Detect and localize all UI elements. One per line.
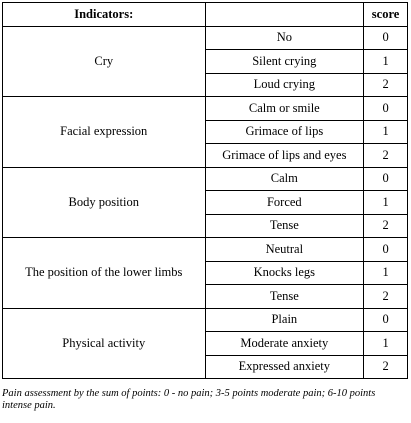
score-cell: 0 (363, 96, 408, 121)
score-cell: 1 (363, 331, 408, 356)
score-cell: 0 (363, 25, 408, 50)
description-cell: Tense (204, 213, 365, 238)
description-cell: Neutral (204, 237, 365, 262)
table-row: Cry No 0 (2, 25, 408, 97)
score-cell: 0 (363, 166, 408, 191)
description-cell: Expressed anxiety (204, 354, 365, 379)
indicator-cell: The position of the lower limbs (2, 237, 206, 309)
score-cell: 1 (363, 119, 408, 144)
table-row: Grimace of lips 1 (3, 119, 408, 144)
indicator-cell: Cry (2, 25, 206, 97)
table-row: Physical activity Plain 0 (2, 307, 408, 379)
description-cell: Tense (204, 284, 365, 309)
table-row: The position of the lower limbs Neutral … (2, 237, 408, 309)
score-cell: 1 (363, 190, 408, 215)
table-row: Loud crying 2 (3, 72, 408, 97)
header-description (204, 2, 365, 27)
description-cell: Plain (204, 307, 365, 332)
score-cell: 2 (363, 354, 408, 379)
table-row: Facial expression Calm or smile 0 (2, 96, 408, 168)
header-indicators: Indicators: (2, 2, 206, 27)
description-cell: Knocks legs (204, 260, 365, 285)
description-cell: Calm (204, 166, 365, 191)
table-row: Knocks legs 1 (3, 260, 408, 285)
description-cell: Grimace of lips and eyes (204, 143, 365, 168)
description-cell: Silent crying (204, 49, 365, 74)
indicator-cell: Body position (2, 166, 206, 238)
score-cell: 2 (363, 284, 408, 309)
table-row: Tense 2 (3, 284, 408, 309)
table-row: Moderate anxiety 1 (3, 331, 408, 356)
footnote: Pain assessment by the sum of points: 0 … (2, 388, 376, 411)
score-cell: 2 (363, 143, 408, 168)
description-cell: Forced (204, 190, 365, 215)
indicator-cell: Facial expression (2, 96, 206, 168)
pain-assessment-table: Indicators: score Cry No 0 Silent crying… (2, 2, 408, 379)
indicator-cell: Physical activity (2, 307, 206, 379)
table-row: Silent crying 1 (3, 49, 408, 74)
description-cell: Loud crying (204, 72, 365, 97)
score-cell: 2 (363, 213, 408, 238)
description-cell: Moderate anxiety (204, 331, 365, 356)
header-score: score (363, 2, 408, 27)
score-cell: 1 (363, 260, 408, 285)
table-row: Expressed anxiety 2 (3, 354, 408, 379)
score-cell: 0 (363, 307, 408, 332)
description-cell: No (204, 25, 365, 50)
description-cell: Grimace of lips (204, 119, 365, 144)
table-header-row: Indicators: score (2, 2, 408, 27)
description-cell: Calm or smile (204, 96, 365, 121)
score-cell: 0 (363, 237, 408, 262)
score-cell: 2 (363, 72, 408, 97)
table-row: Body position Calm 0 (2, 166, 408, 238)
score-cell: 1 (363, 49, 408, 74)
table-row: Forced 1 (3, 190, 408, 215)
